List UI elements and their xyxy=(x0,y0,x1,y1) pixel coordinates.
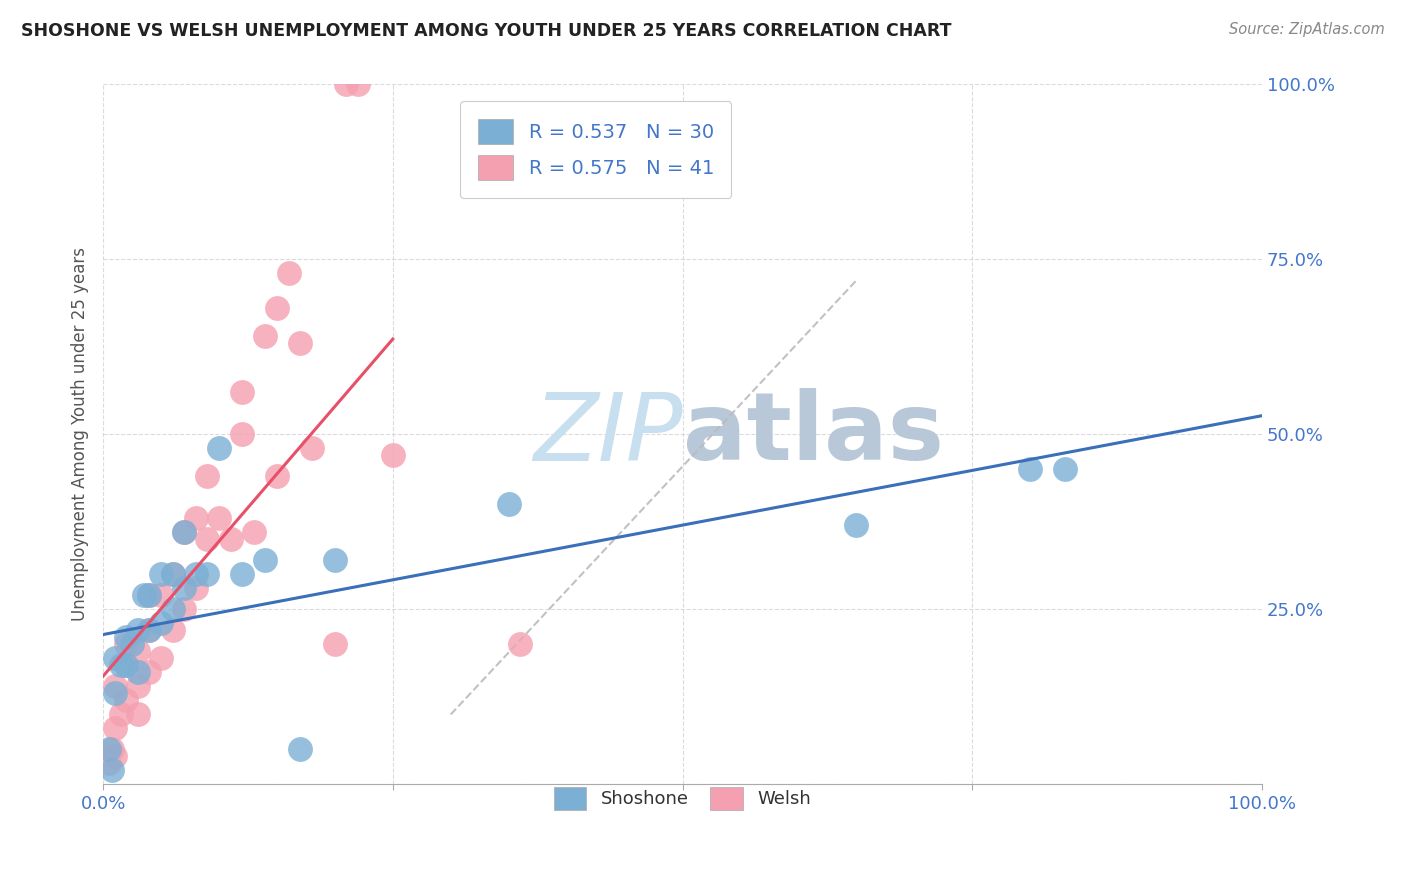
Text: atlas: atlas xyxy=(682,388,943,481)
Point xyxy=(162,624,184,638)
Y-axis label: Unemployment Among Youth under 25 years: Unemployment Among Youth under 25 years xyxy=(72,247,89,622)
Point xyxy=(104,680,127,694)
Point xyxy=(138,624,160,638)
Point xyxy=(150,589,173,603)
Point xyxy=(138,589,160,603)
Point xyxy=(97,742,120,756)
Point xyxy=(127,624,149,638)
Point xyxy=(288,336,311,351)
Point xyxy=(184,511,207,525)
Point xyxy=(1019,462,1042,476)
Point xyxy=(231,385,253,400)
Point xyxy=(115,693,138,707)
Point xyxy=(208,442,231,456)
Point xyxy=(231,427,253,442)
Point xyxy=(219,533,242,547)
Point xyxy=(150,651,173,665)
Point xyxy=(115,658,138,673)
Point xyxy=(254,553,277,567)
Point xyxy=(150,567,173,582)
Point xyxy=(162,567,184,582)
Legend: Shoshone, Welsh: Shoshone, Welsh xyxy=(540,772,825,824)
Point xyxy=(288,742,311,756)
Point xyxy=(381,449,404,463)
Text: Source: ZipAtlas.com: Source: ZipAtlas.com xyxy=(1229,22,1385,37)
Point xyxy=(115,637,138,651)
Point xyxy=(184,582,207,596)
Point xyxy=(101,764,124,778)
Text: SHOSHONE VS WELSH UNEMPLOYMENT AMONG YOUTH UNDER 25 YEARS CORRELATION CHART: SHOSHONE VS WELSH UNEMPLOYMENT AMONG YOU… xyxy=(21,22,952,40)
Point xyxy=(335,78,357,92)
Point xyxy=(254,329,277,343)
Point xyxy=(173,602,195,616)
Point xyxy=(127,665,149,680)
Point xyxy=(121,637,143,651)
Point xyxy=(277,267,299,281)
Point xyxy=(127,707,149,722)
Point xyxy=(301,442,323,456)
Point xyxy=(138,624,160,638)
Point xyxy=(110,658,132,673)
Point xyxy=(266,469,288,483)
Point xyxy=(104,651,127,665)
Point xyxy=(104,749,127,764)
Point xyxy=(127,680,149,694)
Point xyxy=(101,742,124,756)
Point xyxy=(266,301,288,316)
Point xyxy=(509,637,531,651)
Point xyxy=(173,582,195,596)
Point xyxy=(127,644,149,658)
Point xyxy=(132,589,155,603)
Point xyxy=(1053,462,1076,476)
Point xyxy=(197,469,219,483)
Point xyxy=(184,567,207,582)
Point xyxy=(197,567,219,582)
Point xyxy=(162,602,184,616)
Text: ZIP: ZIP xyxy=(533,389,682,480)
Point xyxy=(115,658,138,673)
Point xyxy=(347,78,370,92)
Point xyxy=(104,722,127,736)
Point xyxy=(138,589,160,603)
Point xyxy=(138,665,160,680)
Point xyxy=(110,707,132,722)
Point xyxy=(323,553,346,567)
Point xyxy=(208,511,231,525)
Point xyxy=(498,498,520,512)
Point xyxy=(115,631,138,645)
Point xyxy=(150,616,173,631)
Point xyxy=(97,756,120,771)
Point xyxy=(162,567,184,582)
Point xyxy=(845,518,868,533)
Point xyxy=(104,686,127,700)
Point xyxy=(242,525,264,540)
Point xyxy=(197,533,219,547)
Point xyxy=(323,637,346,651)
Point xyxy=(173,525,195,540)
Point xyxy=(231,567,253,582)
Point xyxy=(173,525,195,540)
